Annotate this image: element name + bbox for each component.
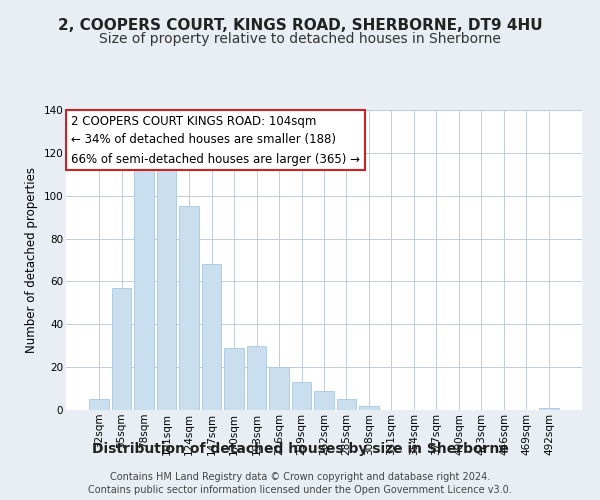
Bar xyxy=(202,264,221,410)
Y-axis label: Number of detached properties: Number of detached properties xyxy=(25,167,38,353)
Text: Contains HM Land Registry data © Crown copyright and database right 2024.: Contains HM Land Registry data © Crown c… xyxy=(110,472,490,482)
Bar xyxy=(89,400,109,410)
Bar xyxy=(224,348,244,410)
Text: Distribution of detached houses by size in Sherborne: Distribution of detached houses by size … xyxy=(92,442,508,456)
Bar xyxy=(314,390,334,410)
Bar xyxy=(337,400,356,410)
Text: Contains public sector information licensed under the Open Government Licence v3: Contains public sector information licen… xyxy=(88,485,512,495)
Bar xyxy=(134,164,154,410)
Bar xyxy=(539,408,559,410)
Bar xyxy=(292,382,311,410)
Text: 2, COOPERS COURT, KINGS ROAD, SHERBORNE, DT9 4HU: 2, COOPERS COURT, KINGS ROAD, SHERBORNE,… xyxy=(58,18,542,32)
Bar xyxy=(112,288,131,410)
Bar xyxy=(359,406,379,410)
Text: Size of property relative to detached houses in Sherborne: Size of property relative to detached ho… xyxy=(99,32,501,46)
Bar xyxy=(247,346,266,410)
Bar xyxy=(157,162,176,410)
Bar xyxy=(269,367,289,410)
Bar xyxy=(179,206,199,410)
Text: 2 COOPERS COURT KINGS ROAD: 104sqm
← 34% of detached houses are smaller (188)
66: 2 COOPERS COURT KINGS ROAD: 104sqm ← 34%… xyxy=(71,114,360,166)
